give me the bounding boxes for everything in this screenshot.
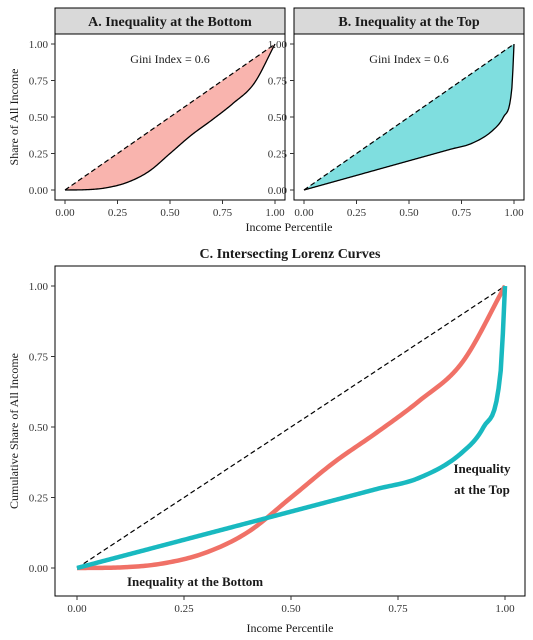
panel-a-y-tick-label: 0.50 — [29, 112, 49, 124]
panel-c-x-tick-label: 1.00 — [495, 603, 515, 615]
panel-a-y-tick-label: 0.75 — [29, 76, 49, 88]
panel-c-y-tick-label: 0.00 — [29, 563, 49, 575]
panel-c-y-tick-label: 0.75 — [29, 352, 49, 364]
panel-b-x-tick-label: 0.50 — [399, 207, 419, 219]
panel-a-x-tick-label: 0.75 — [213, 207, 233, 219]
panels-ab-x-axis-title: Income Percentile — [246, 220, 333, 234]
panel-b-x-tick-label: 1.00 — [504, 207, 524, 219]
panel-c-equality-line — [76, 285, 506, 569]
panel-c-title: C. Intersecting Lorenz Curves — [200, 247, 381, 262]
panel-a-lorenz-curve — [64, 43, 276, 191]
panel-a-x-tick-label: 0.00 — [55, 207, 75, 219]
panel-c-bottom-inequality-curve — [76, 284, 507, 571]
panel-b-title: B. Inequality at the Top — [338, 15, 479, 30]
panel-b-inequality-area — [304, 44, 514, 190]
panel-a-x-tick-label: 1.00 — [265, 207, 285, 219]
panel-a-y-tick-label: 0.25 — [29, 149, 49, 161]
panel-c-x-tick-label: 0.00 — [67, 603, 87, 615]
panel-b-y-tick-label: 0.25 — [268, 149, 288, 161]
panel-c-x-tick-label: 0.25 — [174, 603, 194, 615]
panel-b-equality-line — [303, 43, 515, 191]
panel-a-strip — [54, 7, 286, 35]
panel-b-y-tick-label: 1.00 — [268, 39, 288, 51]
panel-a-y-tick-label: 1.00 — [29, 39, 49, 51]
panel-a-inequality-area — [65, 44, 275, 190]
panel-a-x-tick-label: 0.50 — [160, 207, 180, 219]
panel-c-y-tick-label: 0.50 — [29, 422, 49, 434]
panel-c-x-axis-title: Income Percentile — [247, 621, 334, 635]
panel-c-y-tick-label: 1.00 — [29, 281, 49, 293]
panel-b-strip — [293, 7, 525, 35]
panels-ab-y-axis-title: Share of All Income — [7, 69, 21, 166]
panel-a-y-tick-label: 0.00 — [29, 185, 49, 197]
panel-c-border — [54, 265, 526, 597]
panel-c-y-tick-label: 0.25 — [29, 493, 49, 505]
panel-b-x-tick-label: 0.75 — [452, 207, 472, 219]
panel-a-title: A. Inequality at the Bottom — [88, 15, 252, 30]
panel-a-equality-line — [64, 43, 276, 191]
panel-c-label-top-line2: at the Top — [454, 482, 510, 497]
panel-a-x-tick-label: 0.25 — [108, 207, 128, 219]
panel-b-gini-annotation: Gini Index = 0.6 — [369, 52, 448, 66]
panel-c-x-tick-label: 0.50 — [281, 603, 301, 615]
panel-b-lorenz-curve — [303, 43, 515, 191]
panel-b-y-tick-label: 0.00 — [268, 185, 288, 197]
panel-c-y-axis-title: Cumulative Share of All Income — [7, 353, 21, 509]
panel-b-x-tick-label: 0.25 — [347, 207, 367, 219]
panel-c-label-bottom: Inequality at the Bottom — [127, 574, 263, 589]
panel-b-y-tick-label: 0.75 — [268, 76, 288, 88]
panel-c-x-tick-label: 0.75 — [388, 603, 408, 615]
panel-c-label-top-line1: Inequality — [453, 461, 511, 476]
panel-a-gini-annotation: Gini Index = 0.6 — [130, 52, 209, 66]
panel-b-y-tick-label: 0.50 — [268, 112, 288, 124]
panel-b-x-tick-label: 0.00 — [294, 207, 314, 219]
panel-c-top-inequality-curve — [76, 285, 508, 571]
